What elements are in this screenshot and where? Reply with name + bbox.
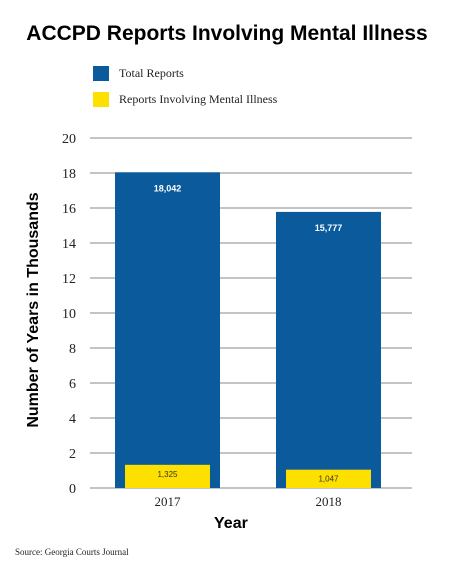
y-tick-label-20: 20 [62, 132, 76, 147]
y-tick-label-4: 4 [69, 412, 76, 427]
data-label-total-2018: 15,777 [315, 223, 343, 233]
legend-swatch-total-reports [93, 65, 109, 81]
y-tick-label-0: 0 [69, 482, 76, 497]
legend-label-mental-illness: Reports Involving Mental Illness [119, 91, 278, 106]
y-tick-label-6: 6 [69, 377, 76, 392]
y-tick-label-12: 12 [62, 272, 76, 287]
y-axis-title: Number of Years in Thousands [25, 192, 42, 428]
legend-item-total-reports: Total Reports [93, 65, 184, 81]
bar-mental-illness-2017 [125, 464, 210, 488]
bar-mental-illness-2018 [286, 469, 371, 488]
y-tick-label-14: 14 [62, 237, 76, 252]
x-tick-label-2018: 2018 [316, 494, 342, 509]
legend-swatch-mental-illness [93, 91, 109, 107]
y-tick-label-16: 16 [62, 202, 76, 217]
y-tick-label-10: 10 [62, 307, 76, 322]
legend-item-mental-illness: Reports Involving Mental Illness [93, 91, 277, 107]
x-tick-label-2017: 2017 [155, 494, 182, 509]
data-label-mental-illness-2018: 1,047 [318, 475, 339, 484]
legend-label-total-reports: Total Reports [119, 65, 184, 80]
bar-total-2017 [115, 172, 220, 488]
chart-title: ACCPD Reports Involving Mental Illness [26, 22, 428, 45]
data-label-total-2017: 18,042 [154, 183, 182, 193]
bar-total-2018 [276, 211, 381, 488]
y-tick-label-2: 2 [69, 447, 76, 462]
y-tick-label-18: 18 [62, 167, 76, 182]
x-axis-title: Year [214, 515, 248, 532]
source-note: Source: Georgia Courts Journal [15, 547, 129, 557]
data-label-mental-illness-2017: 1,325 [157, 470, 178, 479]
y-tick-label-8: 8 [69, 342, 76, 357]
